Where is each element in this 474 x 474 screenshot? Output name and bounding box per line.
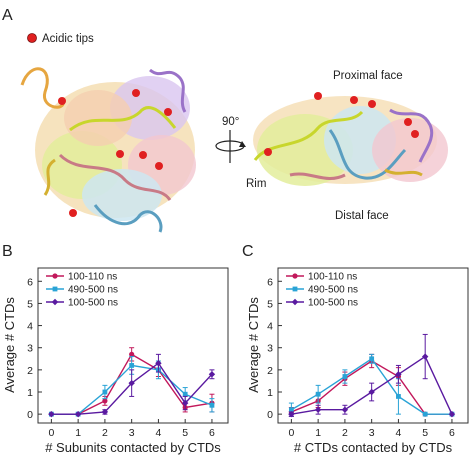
chart-c-y-tick-label: 2 (267, 365, 273, 377)
protein-structure-top-view (20, 67, 196, 233)
chart-c-point (341, 406, 349, 413)
chart-b-legend-label: 100-500 ns (68, 298, 118, 309)
chart-b-x-axis-title: # Subunits contacted by CTDs (45, 440, 221, 455)
chart-c-legend-label: 100-110 ns (308, 272, 357, 283)
chart-c-point (315, 391, 321, 397)
chart-c-plot-area (277, 267, 469, 424)
panel-b-letter: B (2, 243, 13, 260)
chart-c-point (395, 371, 402, 378)
chart-c-point (422, 411, 428, 417)
chart-b-y-tick-label: 1 (27, 387, 33, 399)
chart-b-x-tick-label: 4 (156, 427, 162, 439)
chart-c-x-tick-label: 2 (342, 427, 348, 439)
chart-c-x-tick-label: 4 (396, 427, 402, 439)
chart-b-point (129, 363, 135, 368)
chart-b-point (102, 398, 108, 404)
distal-face-label: Distal face (335, 210, 389, 222)
chart-b-y-tick-label: 0 (27, 409, 33, 421)
chart-c-point (368, 388, 375, 396)
chart-b-point (181, 399, 189, 407)
chart-c-series (288, 333, 456, 418)
chart-c-point (342, 374, 348, 379)
chart-b-legend-marker (51, 298, 59, 306)
chart-b-point (182, 391, 188, 397)
chart-b-point (101, 408, 109, 416)
chart-c-x-tick-label: 6 (449, 427, 455, 439)
chart-b-x-tick-label: 5 (182, 427, 188, 439)
protein-structure-side-view (253, 96, 448, 186)
chart-c-legend-marker (292, 273, 298, 279)
acidic-tips-legend-label: Acidic tips (42, 33, 94, 45)
chart-b-x-tick-label: 2 (102, 427, 108, 439)
chart-c-y-tick-label: 5 (267, 298, 273, 310)
chart-c-legend-label: 100-500 ns (308, 298, 358, 309)
chart-c-x-tick-label: 0 (288, 427, 294, 439)
chart-b-legend-label: 100-110 ns (68, 272, 117, 283)
chart-c-legend-marker (292, 286, 298, 292)
chart-b-point (102, 389, 108, 395)
chart-b-point (74, 410, 82, 418)
chart-c-x-tick-label: 3 (369, 427, 375, 439)
chart-c-point (396, 394, 401, 399)
chart-b: 0 1 2 3 4 5 6 0 1 2 3 4 5 6 100-110 ns 4… (2, 267, 229, 455)
chart-b-point (155, 360, 162, 367)
chart-c-point (448, 410, 456, 418)
chart-b-y-axis-title: Average # CTDs (2, 297, 17, 393)
chart-b-legend-label: 490-500 ns (68, 285, 118, 296)
chart-c-point (421, 353, 429, 360)
chart-c-legend-label: 490-500 ns (308, 285, 358, 296)
chart-c-y-tick-label: 4 (267, 321, 273, 333)
chart-b-plot-area (37, 267, 229, 424)
chart-b-x-tick-label: 3 (129, 427, 135, 439)
chart-b-tick-marks (38, 280, 213, 423)
chart-c-y-tick-label: 6 (267, 276, 273, 288)
acidic-tip-legend-marker (27, 33, 37, 43)
chart-b-legend-marker (52, 286, 58, 292)
chart-b-y-tick-label: 6 (27, 276, 33, 288)
rotation-label: 90° (222, 116, 239, 128)
chart-c-y-tick-label: 3 (267, 343, 273, 355)
chart-b-x-tick-label: 1 (75, 427, 81, 439)
panel-a-letter: A (2, 7, 13, 24)
chart-c-point (288, 407, 294, 413)
chart-b-y-tick-label: 4 (27, 321, 33, 333)
chart-b-legend-marker (52, 273, 58, 279)
chart-c-y-tick-label: 0 (267, 409, 273, 421)
proximal-face-label: Proximal face (333, 70, 403, 82)
chart-c-point (288, 410, 295, 418)
rotation-arrow-icon (215, 130, 246, 163)
chart-c-y-axis-title: Average # CTDs (246, 297, 261, 393)
acidic-tips-top-view (58, 89, 172, 217)
chart-c-y-tick-label: 1 (267, 387, 273, 399)
chart-b-y-tick-label: 2 (27, 365, 33, 377)
chart-b-point (208, 371, 216, 378)
rim-label: Rim (246, 178, 266, 190)
chart-c-point (314, 406, 322, 413)
chart-b-x-tick-label: 6 (209, 427, 215, 439)
chart-c-tick-marks (278, 280, 453, 423)
chart-b-point (48, 410, 55, 418)
chart-b-y-tick-label: 3 (27, 343, 33, 355)
chart-b-point (128, 379, 135, 387)
chart-b-y-tick-label: 5 (27, 298, 33, 310)
acidic-tips-side-view (264, 92, 419, 156)
chart-b-point (129, 351, 135, 357)
chart-b-series (48, 347, 216, 418)
chart-c: 0 1 2 3 4 5 6 0 1 2 3 4 5 6 100-110 ns 4… (246, 267, 469, 455)
chart-c-x-axis-title: # CTDs contacted by CTDs (294, 440, 453, 455)
chart-b-x-tick-label: 0 (48, 427, 54, 439)
chart-c-x-tick-label: 1 (315, 427, 321, 439)
chart-c-legend-marker (291, 298, 299, 306)
chart-b-point (209, 402, 215, 408)
chart-c-point (369, 356, 375, 362)
chart-c-x-tick-label: 5 (422, 427, 428, 439)
panel-c-letter: C (242, 243, 254, 260)
